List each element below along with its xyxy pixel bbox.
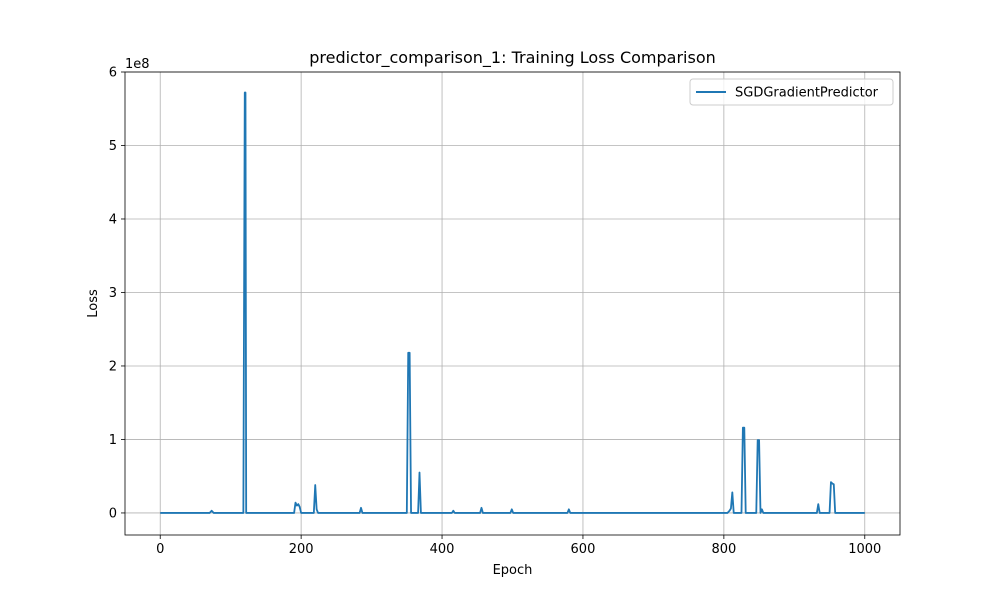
x-tick-label: 0 bbox=[156, 542, 164, 557]
x-tick-label: 200 bbox=[289, 542, 314, 557]
plot-frame bbox=[124, 71, 901, 536]
x-axis-label: Epoch bbox=[493, 563, 533, 578]
x-tick-label: 1000 bbox=[848, 542, 881, 557]
series-layer bbox=[160, 91, 865, 514]
y-tick-label: 3 bbox=[109, 286, 117, 301]
y-axis: 0 1 2 3 4 5 6 bbox=[109, 66, 125, 521]
y-tick-label: 0 bbox=[109, 506, 117, 521]
y-tick-label: 6 bbox=[109, 66, 117, 81]
legend: SGDGradientPredictor bbox=[689, 78, 894, 106]
x-tick-label: 400 bbox=[430, 542, 455, 557]
y-tick-label: 1 bbox=[109, 433, 117, 448]
y-offset-label: 1e8 bbox=[125, 57, 150, 72]
x-tick-label: 600 bbox=[571, 542, 596, 557]
y-axis-label: Loss bbox=[86, 289, 101, 318]
x-axis: 0 200 400 600 800 1000 bbox=[156, 535, 881, 557]
y-tick-label: 5 bbox=[109, 139, 117, 154]
legend-box bbox=[689, 78, 894, 106]
chart-title: predictor_comparison_1: Training Loss Co… bbox=[309, 48, 716, 68]
x-tick-label: 800 bbox=[711, 542, 736, 557]
y-tick-label: 2 bbox=[109, 359, 117, 374]
y-tick-label: 4 bbox=[109, 212, 117, 227]
series-line-0 bbox=[160, 91, 865, 514]
legend-label: SGDGradientPredictor bbox=[735, 86, 879, 101]
